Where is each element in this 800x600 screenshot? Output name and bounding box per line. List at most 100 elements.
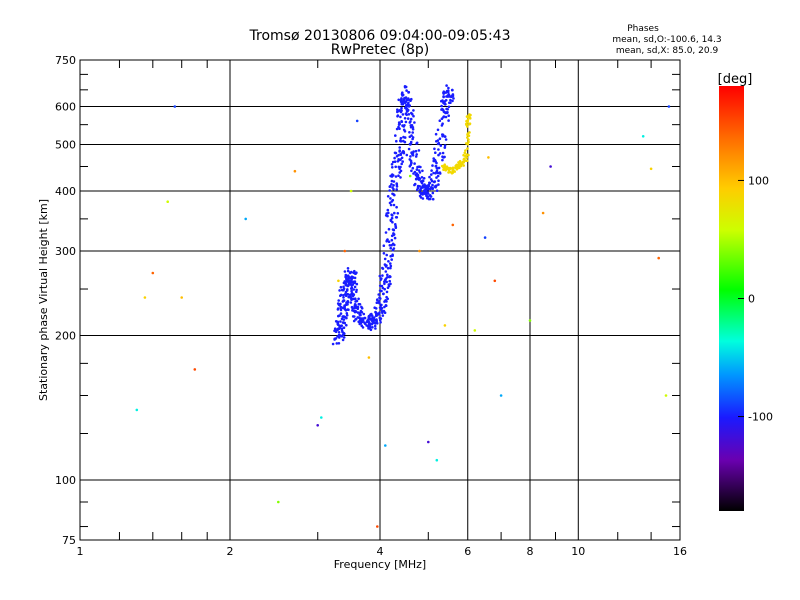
- o-trace-point: [357, 297, 360, 301]
- o-trace-point: [365, 324, 368, 327]
- o-trace-point: [434, 164, 438, 168]
- o-trace-point: [395, 182, 399, 185]
- o-trace-point: [421, 197, 425, 200]
- o-trace-point: [416, 188, 419, 192]
- o-trace-point: [440, 104, 443, 108]
- o-trace-point: [338, 336, 341, 339]
- scattered-point: [355, 119, 359, 123]
- o-trace-point: [337, 333, 341, 337]
- o-trace-point: [381, 274, 384, 277]
- o-trace-point: [348, 271, 352, 274]
- o-trace-point: [352, 293, 355, 297]
- o-trace-point: [441, 133, 444, 136]
- x-trace-point: [467, 114, 471, 117]
- o-trace-point: [380, 277, 383, 280]
- o-trace-point: [394, 165, 398, 169]
- o-trace-point: [377, 293, 381, 296]
- o-trace-point: [392, 232, 395, 235]
- o-trace-point: [381, 314, 385, 317]
- scattered-point: [667, 105, 671, 108]
- o-trace-point: [409, 99, 412, 102]
- x-trace-point: [448, 170, 452, 174]
- o-trace-point: [383, 311, 387, 315]
- o-trace-point: [412, 109, 415, 112]
- o-trace-point: [387, 260, 390, 263]
- o-trace-point: [378, 311, 381, 315]
- o-trace-point: [382, 292, 385, 296]
- o-trace-point: [397, 121, 401, 124]
- o-trace-point: [353, 269, 356, 273]
- x-trace-point: [442, 168, 445, 171]
- colorbar-tick-label: 0: [748, 293, 755, 306]
- o-trace-point: [419, 165, 422, 169]
- o-trace-point: [350, 292, 353, 296]
- o-trace-point: [397, 153, 400, 157]
- o-trace-point: [442, 90, 446, 93]
- o-trace-point: [421, 186, 425, 189]
- o-trace-point: [408, 104, 412, 107]
- x-trace-point: [462, 153, 465, 157]
- o-trace-point: [426, 192, 430, 195]
- o-trace-point: [342, 315, 345, 319]
- o-trace-point: [386, 266, 390, 270]
- o-trace-point: [380, 303, 383, 307]
- o-trace-point: [387, 240, 391, 243]
- o-trace-point: [390, 238, 394, 242]
- y-tick-label: 400: [55, 185, 76, 198]
- o-trace-point: [384, 231, 388, 234]
- o-trace-point: [353, 297, 357, 301]
- o-trace-point: [333, 327, 337, 331]
- scattered-point: [343, 249, 347, 253]
- x-trace-point: [468, 122, 472, 125]
- o-trace-point: [345, 312, 349, 315]
- o-trace-point: [396, 115, 399, 118]
- y-tick-label: 750: [55, 54, 76, 67]
- o-trace-point: [358, 319, 362, 322]
- x-trace-point: [467, 134, 471, 137]
- x-tick-label: 10: [571, 545, 585, 558]
- scattered-point: [649, 167, 653, 171]
- o-trace-point: [358, 303, 362, 306]
- o-trace-point: [436, 174, 440, 178]
- o-trace-point: [385, 300, 388, 303]
- o-trace-point: [378, 284, 382, 288]
- o-trace-point: [396, 160, 400, 163]
- o-trace-point: [350, 305, 354, 309]
- o-trace-point: [392, 180, 396, 183]
- o-trace-point: [430, 173, 433, 176]
- o-trace-point: [373, 324, 377, 328]
- o-trace-point: [336, 307, 340, 310]
- o-trace-point: [438, 152, 442, 155]
- o-trace-point: [400, 102, 404, 106]
- o-trace-point: [383, 300, 386, 303]
- scattered-point: [316, 424, 320, 427]
- x-trace-point: [457, 161, 460, 164]
- o-trace-point: [339, 306, 343, 310]
- o-trace-point: [336, 320, 340, 324]
- y-axis-label: Stationary phase Virtual Height [km]: [37, 199, 50, 401]
- o-trace-point: [389, 264, 393, 268]
- o-trace-point: [404, 120, 408, 124]
- o-trace-point: [346, 300, 349, 303]
- x-trace-point: [464, 122, 468, 126]
- o-trace-point: [388, 244, 392, 247]
- o-trace-point: [387, 283, 391, 286]
- o-trace-point: [394, 216, 398, 219]
- o-trace-point: [340, 327, 344, 331]
- o-trace-point: [389, 266, 392, 270]
- x-tick-label: 16: [673, 545, 687, 558]
- o-trace-point: [339, 320, 342, 323]
- scattered-point: [193, 368, 197, 371]
- colorbar-ticks: 100 0 -100: [738, 174, 773, 424]
- o-trace-point: [337, 342, 341, 345]
- o-trace-point: [411, 137, 414, 141]
- o-trace-point: [391, 198, 395, 202]
- y-tick-label: 200: [55, 330, 76, 343]
- o-trace-point: [389, 246, 393, 250]
- o-trace-point: [395, 127, 399, 131]
- o-trace-point: [344, 275, 348, 278]
- o-trace-point: [429, 187, 432, 191]
- o-trace-point: [381, 311, 384, 315]
- o-trace-point: [391, 253, 394, 256]
- o-trace-point: [409, 125, 413, 129]
